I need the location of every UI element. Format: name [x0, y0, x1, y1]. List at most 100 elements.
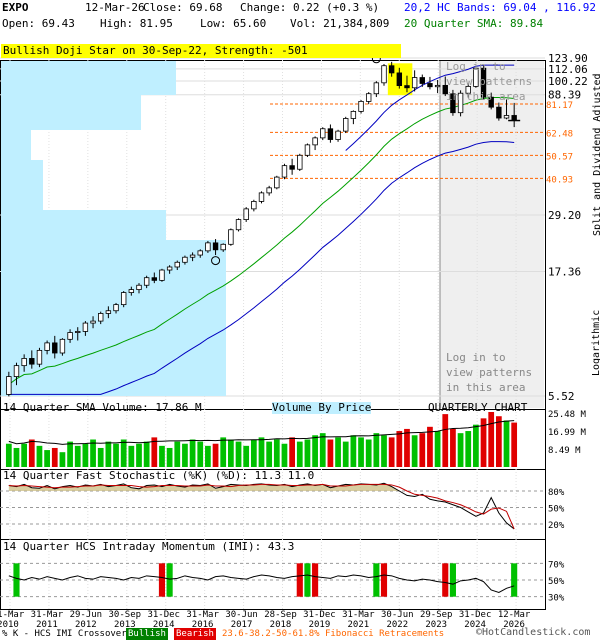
panel-frame — [0, 469, 546, 540]
x-tick-label: 2026 — [503, 620, 525, 630]
price-tick-label: 17.36 — [548, 266, 581, 279]
volume-bar — [373, 433, 380, 467]
stochastic-tick-label: 20% — [548, 521, 565, 531]
volume-bar — [296, 441, 303, 467]
x-tick-label: 2021 — [348, 620, 370, 630]
candle-body — [243, 208, 249, 220]
candle-body — [251, 201, 257, 210]
x-tick-label: 2012 — [75, 620, 97, 630]
close-value: Close: 69.68 — [143, 1, 223, 14]
candle-body — [82, 322, 89, 332]
volume-bar — [434, 431, 441, 467]
price-tick-label: 112.06 — [548, 63, 588, 76]
volume-bar — [113, 443, 119, 467]
volume-bar — [266, 441, 273, 467]
candle-body — [450, 93, 456, 114]
price-tick-label: 81.17 — [546, 101, 573, 111]
x-tick-label: 2022 — [386, 620, 408, 630]
candle-body — [29, 358, 35, 365]
volume-by-price-label: Volume By Price — [272, 401, 372, 414]
sma20-value: 20 Quarter SMA: 89.84 — [404, 17, 544, 30]
bullish-crossover-bar — [13, 563, 20, 597]
price-tick-label: 88.39 — [548, 89, 581, 102]
x-tick-label: 31-Dec — [459, 610, 492, 620]
candle-body — [358, 100, 364, 112]
stochastic-panel-title: 14 Quarter Fast Stochastic (%K) (%D): 11… — [3, 469, 315, 482]
momentum-tick-label: 70% — [548, 560, 565, 570]
bullish-crossover-bar — [511, 563, 518, 597]
volume-bar — [105, 441, 112, 467]
candle-body — [105, 310, 112, 314]
x-tick-label: 31-Mar — [186, 610, 219, 620]
bullish-legend: Bullish — [126, 628, 168, 640]
bearish-crossover-bar — [296, 563, 303, 597]
candle-body — [205, 242, 211, 252]
candle-body — [388, 65, 395, 74]
x-tick-label: 2019 — [309, 620, 331, 630]
volume-by-price-bar — [1, 340, 226, 396]
bullish-crossover-bar — [166, 563, 173, 597]
price-tick-label: 29.20 — [548, 209, 581, 222]
candle-body — [396, 72, 403, 87]
volume-sma-line — [8, 420, 515, 445]
volume-bar — [450, 428, 456, 467]
ticker-symbol: EXPO — [2, 1, 29, 14]
candle-body — [212, 242, 219, 251]
volume-bar — [197, 441, 204, 467]
x-tick-label: 31-Dec — [147, 610, 180, 620]
volume-bar — [304, 439, 311, 467]
x-tick-label: 29-Jun — [70, 610, 103, 620]
imi-line — [8, 574, 515, 594]
volume-bar — [404, 428, 410, 467]
bearish-crossover-bar — [442, 563, 449, 597]
bearish-legend: Bearish — [174, 628, 216, 640]
brand-link[interactable]: ©HotCandlestick.com — [476, 627, 591, 638]
candle-body — [21, 358, 27, 367]
momentum-tick-label: 50% — [548, 577, 565, 587]
volume-bar — [511, 422, 518, 467]
volume-bar — [5, 443, 12, 467]
x-tick-label: 30-Sep — [109, 610, 142, 620]
candle-body — [128, 289, 135, 293]
volume-bar — [312, 435, 318, 467]
candle-body — [98, 313, 104, 322]
bullish-crossover-bar — [304, 563, 311, 597]
x-tick-label: 2014 — [153, 620, 175, 630]
volume-bar — [151, 437, 158, 467]
volume-by-price-bar — [1, 130, 31, 160]
candle-body — [465, 85, 471, 94]
candle-body — [235, 219, 242, 231]
candle-body — [373, 82, 380, 95]
volume-bar — [21, 443, 28, 467]
candle-body — [67, 332, 73, 340]
volume-by-price-bar — [1, 210, 166, 240]
volume-bar — [350, 435, 357, 467]
candle-body — [90, 320, 96, 324]
volume-bar — [166, 447, 173, 467]
change-value: Change: 0.22 (+0.3 %) — [240, 1, 380, 14]
candle-body — [457, 92, 464, 114]
candle-body — [44, 342, 50, 351]
volume-bar — [342, 441, 349, 467]
stochastic-tick-label: 80% — [548, 488, 565, 498]
volume-bar — [442, 414, 449, 467]
bearish-crossover-bar — [312, 563, 319, 597]
login-overlay-top[interactable]: Log in to view patterns in this area — [446, 61, 546, 103]
candle-body — [59, 338, 66, 354]
volume-bar — [235, 441, 242, 467]
volume-bar — [411, 435, 418, 467]
bullish-crossover-bar — [373, 563, 380, 597]
candle-body — [411, 77, 418, 89]
x-tick-label: 31-Dec — [303, 610, 336, 620]
volume-bar — [488, 412, 495, 467]
login-overlay-bottom[interactable]: Log in to view patterns in this area — [446, 352, 546, 394]
volume-bar — [289, 437, 295, 467]
volume-bar — [327, 439, 334, 467]
candle-body — [473, 67, 479, 87]
volume-bar — [427, 426, 433, 467]
momentum-panel-title: 14 Quarter HCS Intraday Momentum (IMI): … — [3, 540, 295, 553]
split-adjusted-label: Split and Dividend Adjusted — [592, 73, 600, 236]
volume-bar — [44, 450, 50, 467]
x-tick-label: 31-Mar — [31, 610, 64, 620]
candle-body — [197, 250, 203, 256]
